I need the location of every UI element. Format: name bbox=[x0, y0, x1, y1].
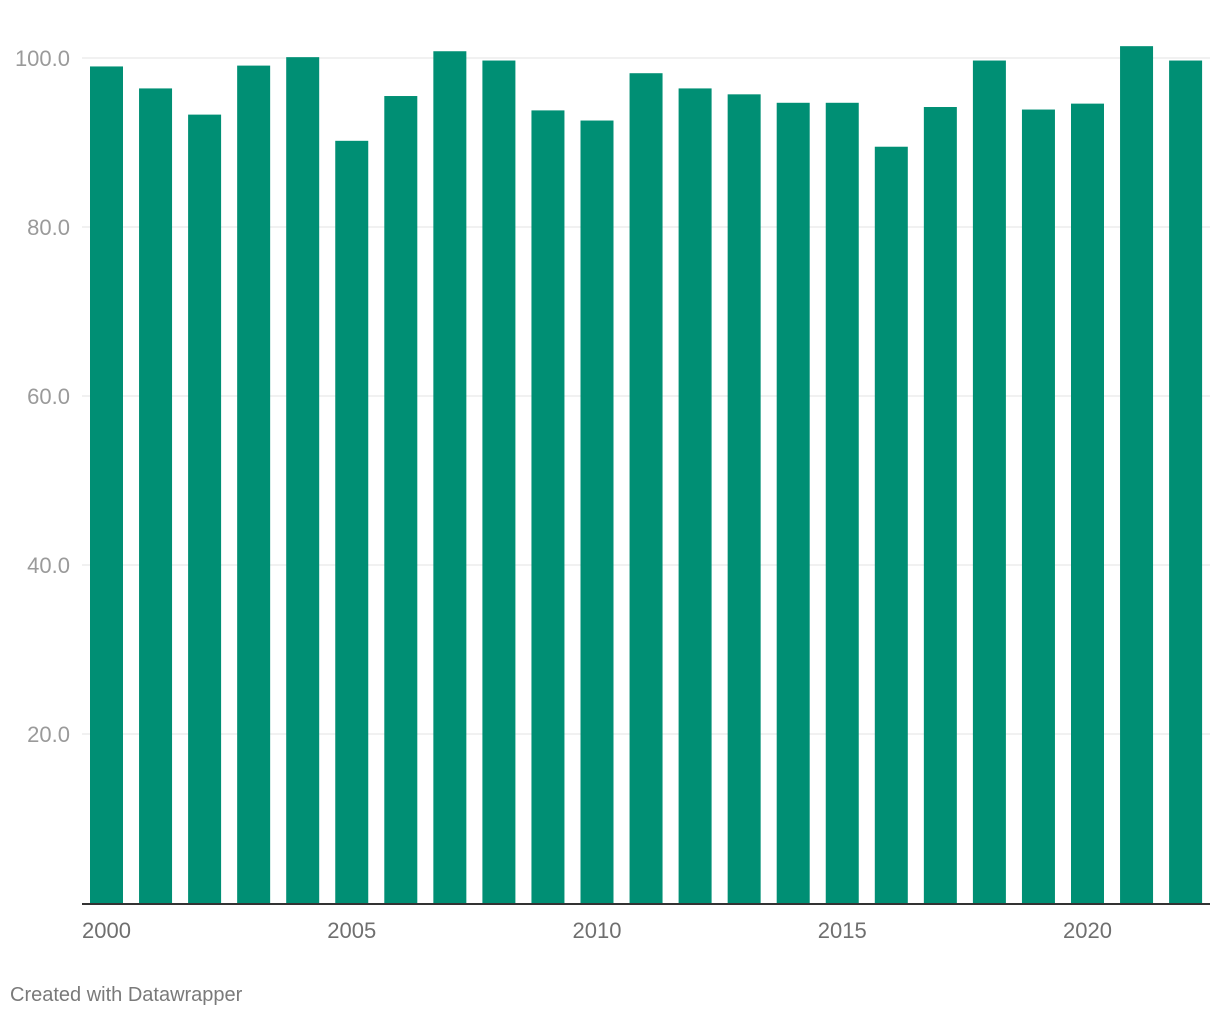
y-tick-label: 20.0 bbox=[27, 722, 70, 747]
x-axis-labels: 2000 2005 2010 2015 2020 bbox=[82, 918, 1112, 943]
bar-2012 bbox=[678, 88, 712, 904]
bar-2016 bbox=[874, 146, 908, 904]
x-tick-label: 2005 bbox=[327, 918, 376, 943]
bar-2013 bbox=[727, 94, 761, 903]
bar-2009 bbox=[531, 110, 565, 903]
y-tick-label: 80.0 bbox=[27, 215, 70, 240]
bars bbox=[90, 46, 1203, 904]
bar-2005 bbox=[335, 140, 369, 903]
bar-2006 bbox=[384, 96, 418, 903]
bar-2008 bbox=[482, 60, 516, 904]
bar-2017 bbox=[923, 107, 957, 903]
credit-text: Created with Datawrapper bbox=[10, 984, 243, 1006]
y-tick-label: 100.0 bbox=[15, 46, 70, 71]
bar-2014 bbox=[776, 102, 810, 903]
bar-2004 bbox=[286, 57, 320, 903]
bar-2011 bbox=[629, 73, 663, 903]
y-tick-label: 60.0 bbox=[27, 384, 70, 409]
bar-2010 bbox=[580, 120, 614, 903]
bar-2019 bbox=[1021, 109, 1055, 904]
bar-2015 bbox=[825, 102, 859, 903]
x-tick-label: 2015 bbox=[818, 918, 867, 943]
y-axis-labels: 20.0 40.0 60.0 80.0 100.0 bbox=[15, 46, 70, 747]
y-tick-label: 40.0 bbox=[27, 553, 70, 578]
bar-2007 bbox=[433, 51, 467, 904]
bar-2018 bbox=[972, 60, 1006, 904]
x-tick-label: 2000 bbox=[82, 918, 131, 943]
x-tick-label: 2020 bbox=[1063, 918, 1112, 943]
bar-2021 bbox=[1120, 46, 1154, 904]
bar-2001 bbox=[139, 88, 173, 904]
bar-2000 bbox=[90, 66, 123, 903]
bar-2020 bbox=[1071, 103, 1104, 903]
bar-2003 bbox=[237, 65, 271, 904]
bar-2002 bbox=[188, 114, 222, 904]
bar-2022 bbox=[1169, 60, 1203, 904]
x-tick-label: 2010 bbox=[573, 918, 622, 943]
